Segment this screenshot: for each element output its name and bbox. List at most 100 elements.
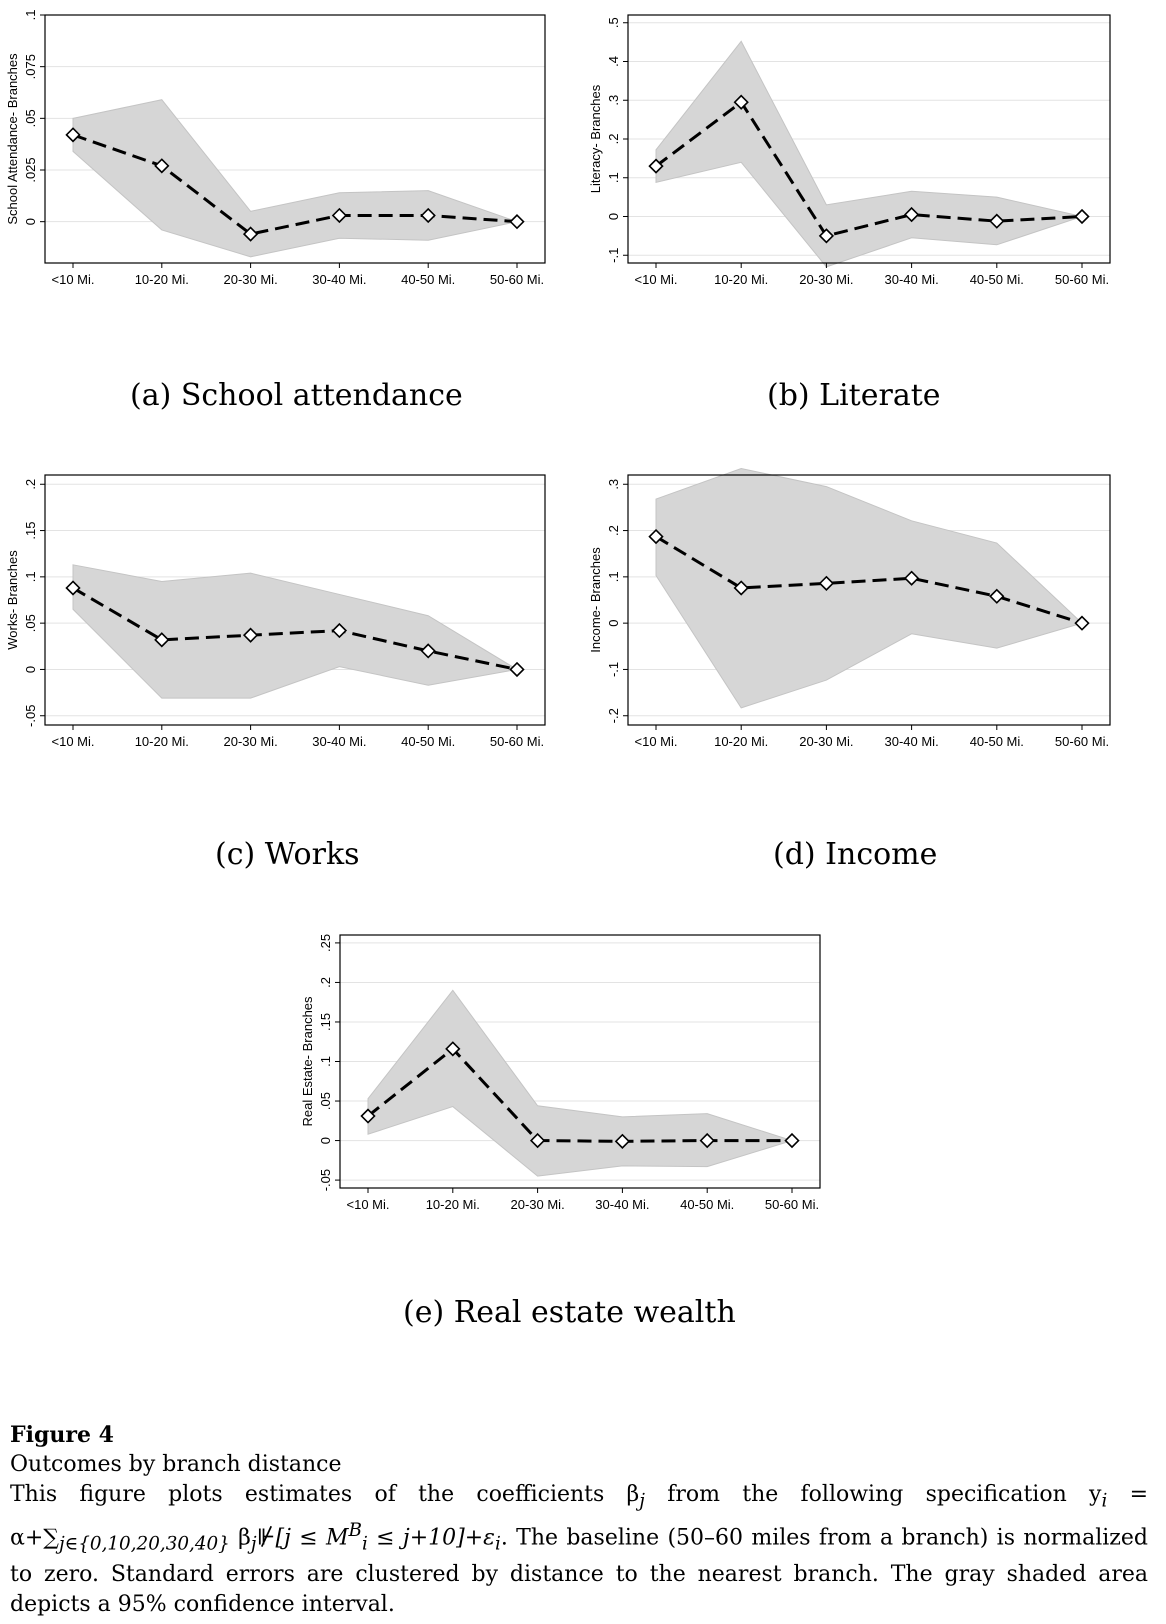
y-tick-label: .05 bbox=[23, 109, 38, 127]
plot-area: <10 Mi. 10-20 Mi. 20-30 Mi. 30-40 Mi. 40-50 … bbox=[5, 474, 546, 749]
desc-sup: B bbox=[348, 1520, 362, 1542]
desc-sub: j bbox=[639, 1490, 645, 1512]
figure-subtitle: Outcomes by branch distance bbox=[10, 1452, 342, 1477]
y-tick-label: .1 bbox=[606, 571, 621, 582]
data-point bbox=[1074, 615, 1090, 631]
y-tick-label: .4 bbox=[606, 56, 621, 67]
plot-frame bbox=[44, 474, 546, 726]
figure-description: This figure plots estimates of the coeff… bbox=[10, 1480, 1148, 1620]
y-tick-label: .25 bbox=[318, 934, 333, 952]
confidence-band bbox=[655, 467, 1083, 709]
x-tick-label: 40-50 Mi. bbox=[970, 272, 1024, 287]
x-tick-label: 10-20 Mi. bbox=[714, 734, 768, 749]
x-tick-label: 20-30 Mi. bbox=[799, 734, 853, 749]
y-tick-label: .2 bbox=[606, 525, 621, 536]
confidence-band bbox=[367, 989, 794, 1177]
x-tick-label: 50-60 Mi. bbox=[490, 734, 544, 749]
plot-area: <10 Mi. 10-20 Mi. 20-30 Mi. 30-40 Mi. 40-50 … bbox=[588, 467, 1111, 749]
data-point bbox=[420, 643, 436, 659]
x-tick-label: 10-20 Mi. bbox=[135, 734, 189, 749]
chart-real-estate: <10 Mi. 10-20 Mi. 20-30 Mi. 30-40 Mi. 40-50 … bbox=[300, 934, 821, 1212]
desc-part: . The baseline (50–60 miles from a branc… bbox=[10, 1525, 1149, 1618]
confidence-band bbox=[72, 99, 519, 258]
estimate-line bbox=[72, 133, 518, 236]
plot-area: <10 Mi. 10-20 Mi. 20-30 Mi. 30-40 Mi. 40-50 … bbox=[5, 10, 546, 287]
data-point bbox=[699, 1132, 715, 1149]
figure-caption: Figure 4 Outcomes by branch distance Thi… bbox=[10, 1420, 1148, 1620]
subcaption-e: (e) Real estate wealth bbox=[403, 1295, 736, 1330]
data-point bbox=[733, 580, 749, 596]
y-tick-label: .15 bbox=[23, 522, 38, 540]
y-tick-label: .1 bbox=[23, 571, 38, 582]
y-tick-label: .1 bbox=[23, 10, 38, 21]
y-tick-label: -.2 bbox=[606, 708, 621, 723]
y-tick-label: -.05 bbox=[23, 705, 38, 727]
desc-sub: i bbox=[1101, 1490, 1108, 1512]
x-tick-label: 20-30 Mi. bbox=[223, 272, 277, 287]
data-point bbox=[65, 127, 81, 143]
data-point bbox=[614, 1133, 631, 1149]
chart-works: <10 Mi. 10-20 Mi. 20-30 Mi. 30-40 Mi. 40-50 … bbox=[5, 474, 546, 749]
x-tick-label: 10-20 Mi. bbox=[135, 272, 189, 287]
chart-income: <10 Mi. 10-20 Mi. 20-30 Mi. 30-40 Mi. 40-50 … bbox=[588, 467, 1111, 749]
y-tick-label: .025 bbox=[23, 157, 38, 182]
data-point bbox=[331, 207, 348, 224]
y-tick-label: .5 bbox=[606, 17, 621, 28]
x-tick-label: 40-50 Mi. bbox=[970, 734, 1024, 749]
y-tick-label: .05 bbox=[318, 1092, 333, 1110]
y-tick-label: -.05 bbox=[318, 1169, 333, 1191]
x-tick-label: <10 Mi. bbox=[635, 272, 678, 287]
x-tick-label: 30-40 Mi. bbox=[595, 1197, 649, 1212]
figure-title: Figure 4 bbox=[10, 1422, 114, 1448]
y-tick-label: .05 bbox=[23, 614, 38, 632]
data-point bbox=[242, 627, 259, 643]
desc-part: ≤ j+10]+ε bbox=[367, 1525, 495, 1551]
subcaption-a: (a) School attendance bbox=[130, 378, 463, 413]
desc-part: This figure plots estimates of the coeff… bbox=[10, 1482, 640, 1507]
data-point bbox=[331, 622, 348, 639]
plot-frame bbox=[44, 14, 546, 264]
plot-area: <10 Mi. 10-20 Mi. 20-30 Mi. 30-40 Mi. 40-50 … bbox=[300, 934, 821, 1212]
subcaption-b: (b) Literate bbox=[767, 378, 941, 413]
data-point bbox=[818, 575, 835, 591]
y-axis-label: Income- Branches bbox=[588, 547, 603, 653]
desc-part: α+∑ bbox=[10, 1525, 59, 1551]
data-point bbox=[65, 580, 81, 596]
estimate-line bbox=[655, 100, 1083, 238]
plot-area: <10 Mi. 10-20 Mi. 20-30 Mi. 30-40 Mi. 40-50 … bbox=[588, 14, 1111, 287]
x-tick-label: <10 Mi. bbox=[52, 734, 95, 749]
desc-part: from the following specification y bbox=[644, 1482, 1102, 1507]
y-tick-label: .15 bbox=[318, 1013, 333, 1031]
estimate-line bbox=[367, 1046, 792, 1143]
x-tick-label: 30-40 Mi. bbox=[312, 734, 366, 749]
desc-sub: i bbox=[361, 1534, 368, 1556]
subcaption-c: (c) Works bbox=[215, 837, 360, 872]
x-tick-label: 50-60 Mi. bbox=[1055, 272, 1109, 287]
y-tick-label: 0 bbox=[606, 620, 621, 627]
data-point bbox=[733, 94, 749, 110]
confidence-band bbox=[655, 40, 1084, 268]
x-tick-label: 20-30 Mi. bbox=[223, 734, 277, 749]
desc-sub: j∈{0,10,20,30,40} bbox=[59, 1534, 230, 1556]
y-tick-label: .075 bbox=[23, 54, 38, 79]
x-tick-label: 40-50 Mi. bbox=[401, 272, 455, 287]
subcaption-d: (d) Income bbox=[773, 837, 938, 872]
data-point bbox=[648, 158, 664, 174]
y-tick-label: .2 bbox=[23, 479, 38, 490]
y-tick-label: .3 bbox=[606, 479, 621, 490]
data-point bbox=[1074, 208, 1090, 225]
desc-part: β bbox=[229, 1525, 251, 1551]
y-tick-label: 0 bbox=[606, 213, 621, 220]
y-tick-label: 0 bbox=[318, 1137, 333, 1144]
data-point bbox=[154, 158, 170, 174]
data-point bbox=[989, 588, 1005, 604]
y-tick-label: .1 bbox=[318, 1056, 333, 1067]
y-axis-label: Works- Branches bbox=[5, 550, 20, 650]
data-point bbox=[360, 1108, 376, 1124]
x-tick-label: 50-60 Mi. bbox=[490, 272, 544, 287]
y-tick-label: -.1 bbox=[606, 248, 621, 263]
data-point bbox=[509, 661, 525, 678]
data-point bbox=[445, 1041, 461, 1057]
x-tick-label: 50-60 Mi. bbox=[1055, 734, 1109, 749]
chart-literate: <10 Mi. 10-20 Mi. 20-30 Mi. 30-40 Mi. 40-50 … bbox=[588, 14, 1111, 287]
